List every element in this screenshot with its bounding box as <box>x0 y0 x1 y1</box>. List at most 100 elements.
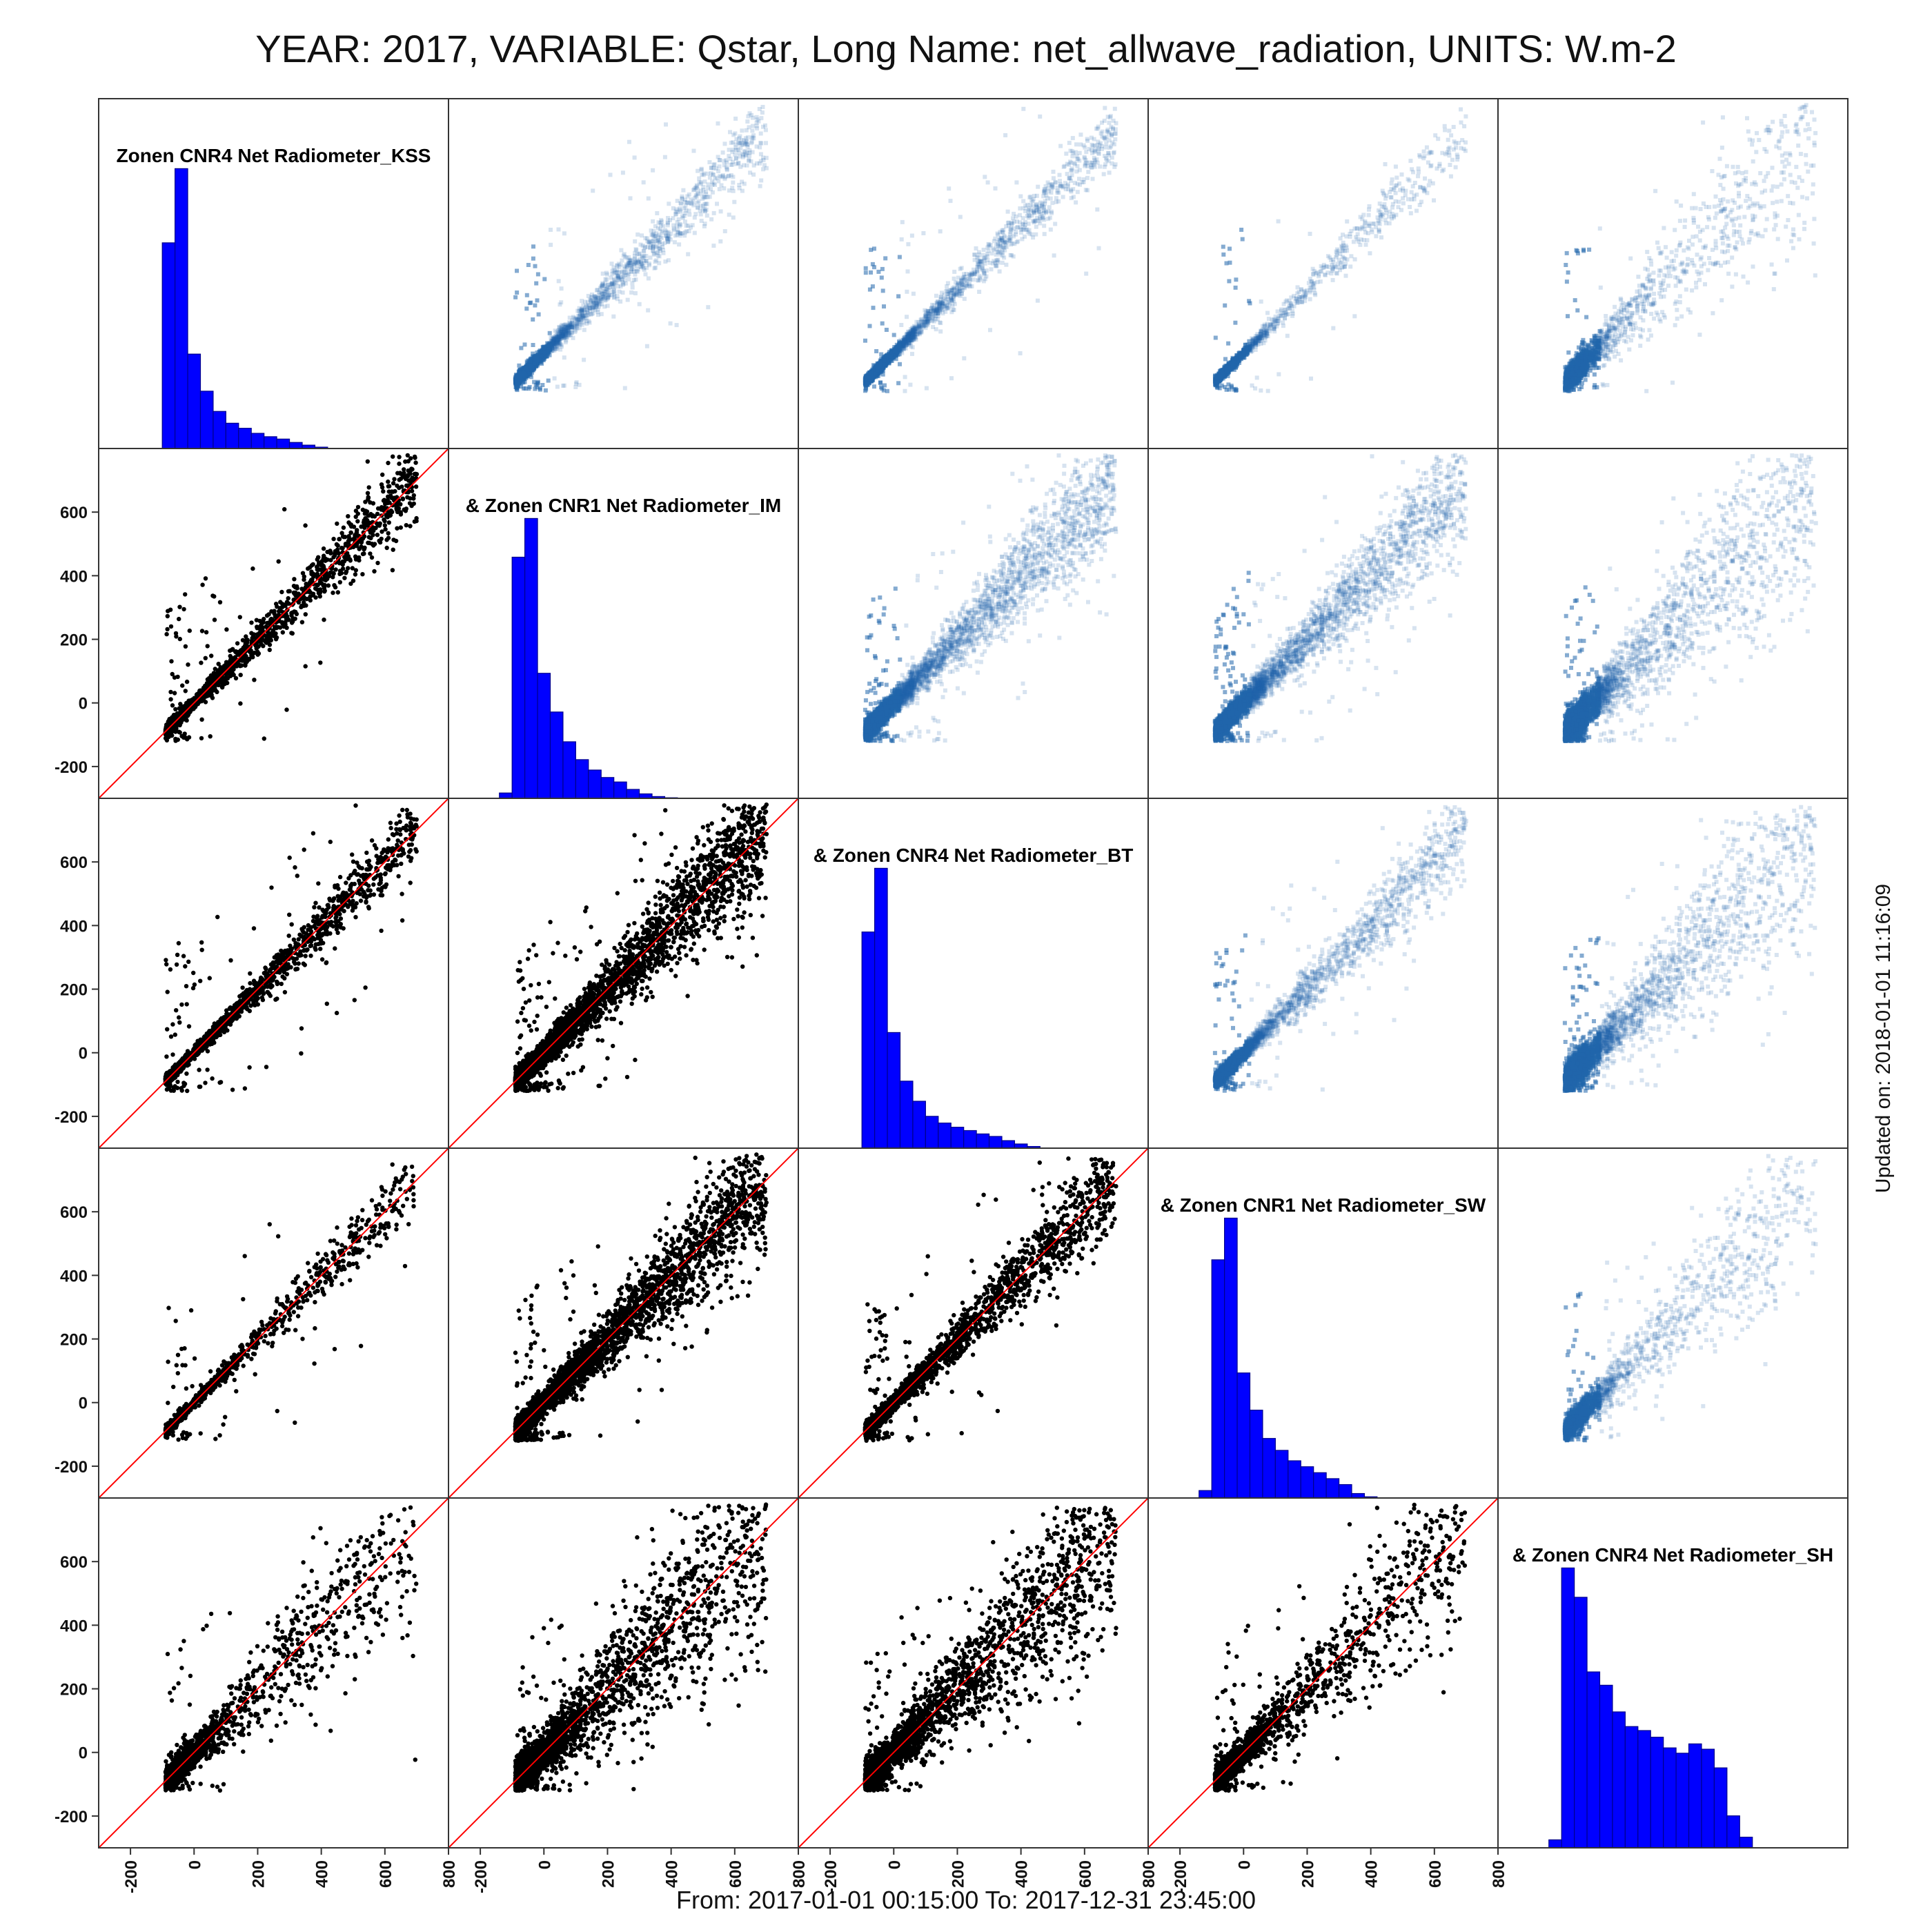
density-cell <box>917 324 921 328</box>
density-cell <box>595 307 600 312</box>
density-cell <box>555 337 560 342</box>
density-cell <box>575 317 579 322</box>
density-cell <box>597 304 602 309</box>
density-cell <box>1074 154 1079 159</box>
density-cell <box>1359 237 1363 242</box>
density-cell <box>1002 255 1007 260</box>
density-cell <box>1105 129 1110 134</box>
density-cell <box>1417 203 1422 208</box>
density-cell <box>711 166 716 170</box>
density-cell <box>671 226 676 231</box>
density-cell <box>909 330 914 335</box>
density-cell <box>1093 148 1098 153</box>
density-cell <box>926 320 931 325</box>
density-cell <box>912 334 917 339</box>
density-cell <box>952 291 956 296</box>
density-cell <box>981 257 986 262</box>
density-cell <box>555 338 560 343</box>
density-cell <box>745 142 749 147</box>
density-cell <box>916 324 921 328</box>
density-cell <box>1240 237 1245 241</box>
density-cell <box>1074 200 1078 205</box>
density-cell <box>1334 250 1339 255</box>
density-cell <box>700 197 705 201</box>
density-cell <box>945 297 949 302</box>
density-cell <box>624 266 629 270</box>
density-cell <box>1254 341 1259 346</box>
density-cell <box>1081 177 1086 181</box>
density-cell <box>950 304 955 308</box>
density-cell <box>664 122 668 127</box>
density-cell <box>1258 336 1263 341</box>
density-cell <box>904 340 909 345</box>
density-cell <box>692 215 697 220</box>
density-cell <box>904 342 909 346</box>
density-cell <box>642 268 647 272</box>
density-cell <box>929 319 934 324</box>
density-cell <box>967 277 972 282</box>
density-cell <box>615 263 619 268</box>
density-cell <box>1080 180 1085 185</box>
density-cell <box>555 337 560 342</box>
density-cell <box>931 303 936 308</box>
density-cell <box>1094 157 1099 162</box>
density-cell <box>555 340 560 345</box>
density-cell <box>728 130 732 135</box>
density-cell <box>595 296 600 301</box>
density-cell <box>900 343 904 348</box>
density-cell <box>554 337 558 342</box>
density-cell <box>566 324 571 329</box>
density-cell <box>1035 215 1040 220</box>
density-cell <box>907 331 911 336</box>
density-cell <box>1318 279 1323 284</box>
density-cell <box>561 332 566 337</box>
density-cell <box>1094 126 1099 131</box>
density-cell <box>1036 207 1041 212</box>
density-cell <box>569 322 573 326</box>
density-cell <box>1023 225 1027 230</box>
density-cell <box>551 339 555 343</box>
density-cell <box>901 339 906 344</box>
density-cell <box>692 187 697 192</box>
density-cell <box>1075 181 1080 186</box>
density-cell <box>589 312 593 317</box>
density-cell <box>587 297 592 302</box>
density-cell <box>1281 311 1286 316</box>
density-cell <box>909 338 914 343</box>
density-cell <box>911 326 916 331</box>
density-cell <box>1042 205 1047 210</box>
density-cell <box>609 280 614 285</box>
density-cell <box>958 289 963 294</box>
density-cell <box>569 323 574 328</box>
density-cell <box>711 172 716 177</box>
density-cell <box>1084 150 1089 155</box>
density-cell <box>903 339 907 344</box>
density-cell <box>1057 172 1062 177</box>
density-cell <box>1090 177 1095 181</box>
density-cell <box>573 328 578 333</box>
density-cell <box>671 206 676 210</box>
density-cell <box>606 293 611 298</box>
density-cell <box>964 272 969 276</box>
density-cell <box>553 337 558 342</box>
density-cell <box>513 295 518 299</box>
density-cell <box>913 331 918 336</box>
density-cell <box>1113 162 1118 167</box>
density-cell <box>949 297 954 302</box>
density-cell <box>1025 213 1029 218</box>
density-cell <box>580 306 584 311</box>
density-cell <box>761 158 766 162</box>
density-cell <box>531 244 535 249</box>
density-cell <box>981 248 986 252</box>
density-cell <box>567 322 572 326</box>
density-cell <box>542 344 546 349</box>
density-cell <box>551 339 556 344</box>
density-cell <box>949 291 953 295</box>
density-cell <box>982 272 987 277</box>
density-cell <box>680 231 685 236</box>
density-cell <box>699 192 704 197</box>
density-cell <box>651 233 656 237</box>
density-cell <box>726 173 731 178</box>
density-cell <box>982 270 987 275</box>
density-cell <box>580 315 585 320</box>
